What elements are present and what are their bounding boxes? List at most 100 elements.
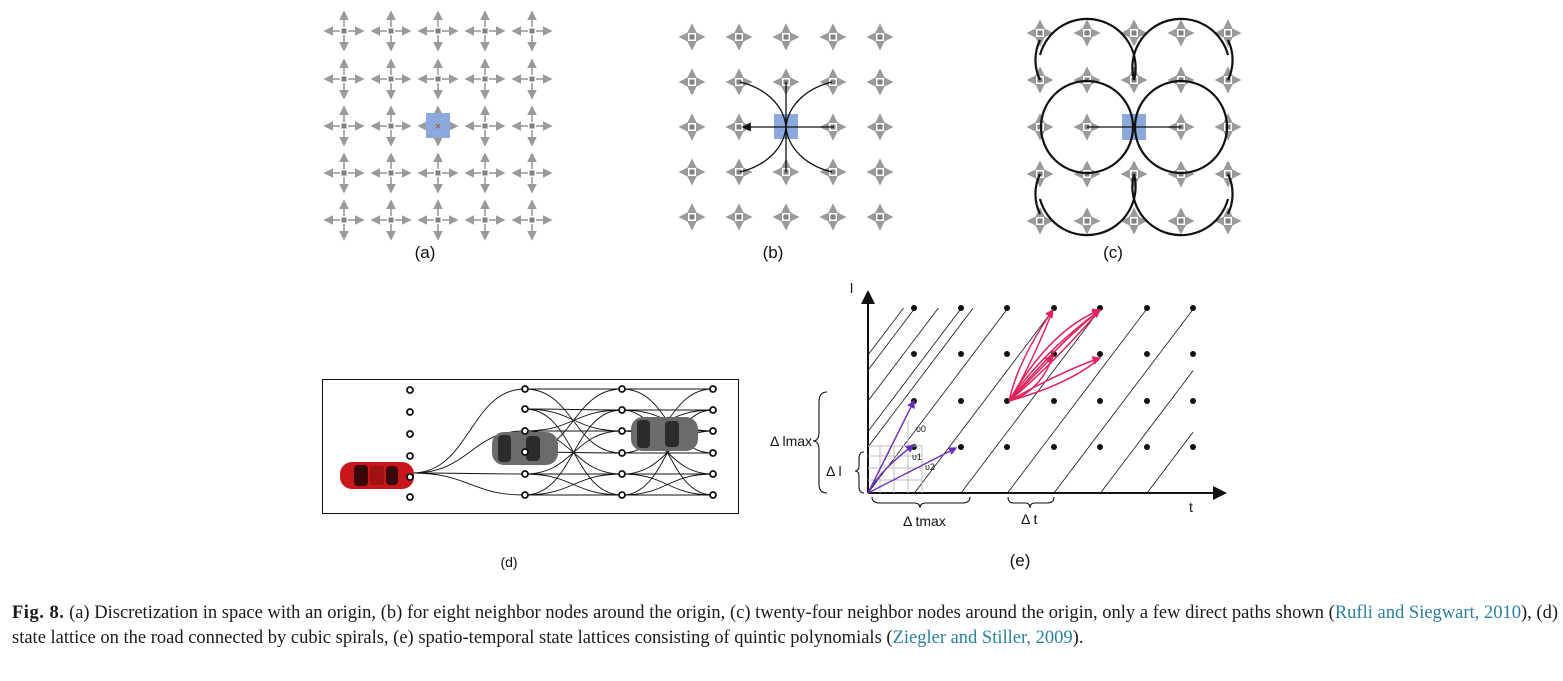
v0-label: υ0 bbox=[916, 424, 926, 434]
citation-ziegler-stiller[interactable]: Ziegler and Stiller, 2009 bbox=[892, 627, 1073, 648]
lattice-node bbox=[1131, 30, 1137, 36]
panel-c-label: (c) bbox=[1103, 243, 1123, 262]
lattice-node bbox=[521, 448, 529, 456]
lattice-node bbox=[877, 214, 883, 220]
panel-a: × (a) bbox=[323, 10, 553, 262]
caption-text-3: ). bbox=[1072, 627, 1084, 648]
lattice-node bbox=[482, 123, 488, 129]
lattice-node bbox=[521, 405, 529, 413]
brace-delta-lmax bbox=[812, 391, 828, 494]
lattice-node bbox=[529, 76, 535, 82]
quintic-polynomials bbox=[1008, 308, 1102, 402]
lattice-grid-b bbox=[678, 23, 894, 231]
figure-caption: Fig. 8. (a) Discretization in space with… bbox=[12, 601, 1558, 650]
lattice-node bbox=[1051, 398, 1057, 404]
lattice-node bbox=[1037, 218, 1043, 224]
lattice-node bbox=[911, 444, 917, 450]
lattice-node bbox=[406, 452, 414, 460]
lattice-node bbox=[709, 406, 717, 414]
lattice-node bbox=[1051, 305, 1057, 311]
lattice-node bbox=[521, 385, 529, 393]
lattice-node bbox=[1190, 305, 1196, 311]
lattice-node bbox=[877, 79, 883, 85]
lattice-node bbox=[521, 470, 529, 478]
lattice-node bbox=[830, 34, 836, 40]
lattice-node bbox=[911, 305, 917, 311]
panel-d: (d) bbox=[322, 379, 739, 570]
lattice-node bbox=[1190, 444, 1196, 450]
velocity-grid bbox=[868, 420, 923, 493]
lattice-node bbox=[482, 170, 488, 176]
delta-lmax-label: Δ lmax bbox=[770, 433, 812, 449]
citation-rufli-siegwart[interactable]: Rufli and Siegwart, 2010 bbox=[1334, 603, 1521, 623]
red-car bbox=[340, 462, 414, 489]
lattice-node bbox=[341, 28, 347, 34]
lattice-node bbox=[618, 385, 626, 393]
lattice-grid-a bbox=[323, 10, 553, 241]
lattice-node bbox=[1097, 444, 1103, 450]
lattice-node bbox=[1051, 444, 1057, 450]
lattice-node bbox=[958, 444, 964, 450]
neighbor-paths-b bbox=[739, 81, 834, 173]
lattice-node bbox=[1131, 218, 1137, 224]
lattice-node bbox=[830, 79, 836, 85]
lattice-node bbox=[1097, 398, 1103, 404]
lattice-node bbox=[406, 473, 414, 481]
lattice-node bbox=[482, 28, 488, 34]
lattice-node bbox=[406, 493, 414, 501]
lattice-node bbox=[709, 470, 717, 478]
lattice-node bbox=[1037, 30, 1043, 36]
lattice-node bbox=[618, 427, 626, 435]
lattice-node bbox=[736, 214, 742, 220]
origin-cell-a bbox=[426, 113, 450, 138]
lattice-node bbox=[1144, 398, 1150, 404]
lattice-node bbox=[877, 169, 883, 175]
neighbor-paths-c bbox=[1034, 17, 1234, 237]
caption-label: Fig. 8. bbox=[12, 603, 65, 623]
lattice-node bbox=[689, 34, 695, 40]
delta-tmax-label: Δ tmax bbox=[903, 513, 946, 529]
lattice-node bbox=[1144, 305, 1150, 311]
lattice-node bbox=[1178, 30, 1184, 36]
y-axis-label: l bbox=[850, 280, 853, 296]
lattice-node bbox=[830, 169, 836, 175]
lattice-node bbox=[736, 124, 742, 130]
panel-b-label: (b) bbox=[763, 243, 784, 262]
lattice-node bbox=[736, 34, 742, 40]
lattice-node bbox=[529, 28, 535, 34]
lattice-node bbox=[709, 427, 717, 435]
lattice-node bbox=[1225, 30, 1231, 36]
brace-delta-l bbox=[854, 451, 865, 494]
lattice-node bbox=[958, 351, 964, 357]
panel-b: (b) bbox=[678, 23, 894, 262]
lattice-node bbox=[1144, 444, 1150, 450]
figure: × (a) (b) bbox=[322, 10, 1242, 570]
lattice-node bbox=[521, 491, 529, 499]
lattice-node bbox=[689, 79, 695, 85]
lattice-node bbox=[529, 123, 535, 129]
caption-text-1: (a) Discretization in space with an orig… bbox=[69, 603, 1335, 623]
lattice-nodes-d bbox=[406, 385, 717, 501]
lattice-node bbox=[435, 170, 441, 176]
lattice-node bbox=[911, 351, 917, 357]
lattice-node bbox=[341, 123, 347, 129]
lattice-node bbox=[736, 169, 742, 175]
caption-text-2: ), (d) state lattice on the road connect… bbox=[12, 603, 1559, 648]
lattice-nodes-e bbox=[911, 305, 1196, 450]
lattice-node bbox=[783, 214, 789, 220]
diagonal-lines bbox=[867, 307, 1194, 494]
lattice-node bbox=[877, 34, 883, 40]
lattice-node bbox=[736, 79, 742, 85]
lattice-node bbox=[689, 169, 695, 175]
lattice-node bbox=[783, 34, 789, 40]
lattice-node bbox=[435, 28, 441, 34]
lattice-node bbox=[1178, 218, 1184, 224]
panel-c: (c) bbox=[1026, 17, 1242, 262]
road-border bbox=[322, 379, 739, 514]
panel-d-label: (d) bbox=[500, 554, 517, 570]
lattice-node bbox=[1084, 218, 1090, 224]
panel-e: l t υ0 υ1 υ2 Δ lmax Δ l bbox=[770, 280, 1227, 570]
lattice-node bbox=[529, 217, 535, 223]
delta-l-label: Δ l bbox=[826, 463, 842, 479]
lattice-node bbox=[435, 76, 441, 82]
